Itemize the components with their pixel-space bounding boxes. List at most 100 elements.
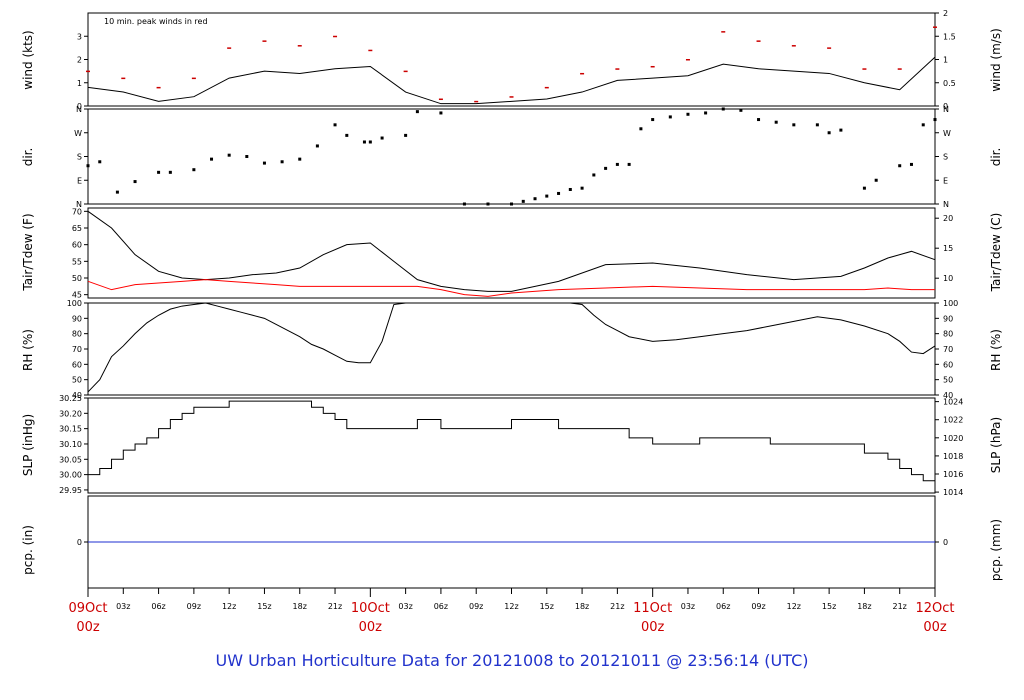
y-tick-label: S [77, 153, 82, 162]
x-tick-label: 21z [893, 602, 907, 611]
direction-point [192, 168, 196, 172]
direction-point [210, 157, 214, 161]
x-tick-label: 09z [187, 602, 201, 611]
y-tick-label: 60 [72, 241, 82, 250]
y-tick-label: 55 [72, 257, 82, 266]
x-tick-label: 18z [575, 602, 589, 611]
y2-tick-label: N [943, 105, 949, 114]
y2-tick-label: 0.5 [943, 79, 956, 88]
peak-wind-mark [262, 40, 267, 42]
direction-point [604, 166, 608, 170]
direction-point [592, 173, 596, 177]
date-label-day: 12Oct [915, 601, 954, 616]
y-tick-label: 30.15 [59, 425, 82, 434]
x-tick-label: 21z [610, 602, 624, 611]
rh-series-line [87, 302, 936, 393]
y2-tick-label: 10 [943, 274, 953, 283]
peak-wind-mark [615, 68, 620, 70]
x-tick-label: 18z [293, 602, 307, 611]
y-tick-label: 45 [72, 291, 82, 300]
y-tick-label: 0 [77, 102, 82, 111]
y-tick-label: 100 [67, 299, 82, 308]
y2-axis-label: dir. [989, 148, 1003, 167]
y2-tick-label: 100 [943, 299, 958, 308]
y-tick-label: 30.05 [59, 455, 82, 464]
panel-frame-humidity [87, 302, 936, 396]
direction-point [98, 160, 102, 164]
direction-point [315, 144, 319, 148]
direction-point [757, 118, 761, 122]
x-tick-label: 09z [469, 602, 483, 611]
y-tick-label: 30.10 [59, 440, 82, 449]
peak-wind-mark [474, 100, 479, 103]
peak-wind-mark [297, 45, 302, 47]
direction-point [862, 186, 866, 190]
panel-frame-temperature [87, 207, 936, 299]
x-tick-label: 21z [328, 602, 342, 611]
direction-point [439, 111, 443, 115]
x-tick-label: 15z [540, 602, 554, 611]
x-tick-label: 12z [787, 602, 801, 611]
y2-tick-label: 40 [943, 391, 953, 400]
direction-point [368, 140, 372, 144]
peak-wind-mark [756, 40, 761, 42]
x-tick-label: 06z [434, 602, 448, 611]
direction-point [792, 123, 796, 127]
y2-tick-label: S [943, 153, 948, 162]
peak-wind-mark [897, 68, 902, 70]
direction-point [510, 202, 513, 206]
y-tick-label: N [76, 105, 82, 114]
direction-point [345, 133, 349, 137]
y-tick-label: 50 [72, 274, 82, 283]
y2-tick-label: 60 [943, 360, 953, 369]
y2-tick-label: 1 [943, 56, 948, 65]
peak-wind-mark [580, 72, 585, 75]
x-tick-label: 18z [857, 602, 871, 611]
peak-wind-mark [156, 86, 161, 89]
direction-point [380, 136, 384, 140]
y2-axis-label: wind (m/s) [989, 28, 1003, 92]
peak-wind-mark [121, 77, 126, 80]
peak-wind-mark [827, 47, 832, 49]
direction-point [686, 112, 690, 116]
tdew-series-line [87, 279, 935, 297]
y-axis-label: RH (%) [21, 329, 35, 371]
y2-tick-label: 0 [943, 538, 948, 547]
y2-tick-label: 20 [943, 214, 953, 223]
direction-point [157, 170, 161, 174]
direction-point [898, 164, 902, 168]
y-tick-label: 70 [72, 207, 82, 216]
x-tick-label: 06z [716, 602, 730, 611]
direction-point [133, 180, 137, 184]
direction-point [486, 202, 490, 206]
peak-wind-mark [650, 65, 655, 68]
y2-tick-label: 80 [943, 330, 953, 339]
direction-point [280, 160, 284, 164]
direction-point [462, 202, 466, 206]
y-tick-label: 1 [77, 79, 82, 88]
y-tick-label: 65 [72, 224, 82, 233]
direction-point [668, 115, 672, 119]
date-label-day: 10Oct [351, 601, 390, 616]
direction-point [921, 123, 925, 127]
direction-point [580, 186, 584, 190]
x-tick-label: 06z [151, 602, 165, 611]
x-tick-label: 15z [257, 602, 271, 611]
y2-tick-label: 1020 [943, 434, 963, 443]
peak-wind-mark [721, 31, 726, 33]
direction-point [651, 118, 655, 122]
peak-wind-mark [509, 96, 514, 98]
date-label-day: 11Oct [633, 601, 672, 616]
y-axis-label: wind (kts) [21, 30, 35, 89]
y-tick-label: 2 [77, 56, 82, 65]
peak-wind-mark [933, 26, 937, 28]
direction-point [815, 123, 819, 127]
y-tick-label: 80 [72, 330, 82, 339]
panel-frame-wind [87, 12, 936, 107]
y2-axis-label: SLP (hPa) [989, 417, 1003, 473]
y2-tick-label: 90 [943, 314, 953, 323]
direction-point [362, 140, 366, 144]
direction-point [721, 107, 725, 111]
y2-axis-label: Tair/Tdew (C) [989, 213, 1003, 293]
